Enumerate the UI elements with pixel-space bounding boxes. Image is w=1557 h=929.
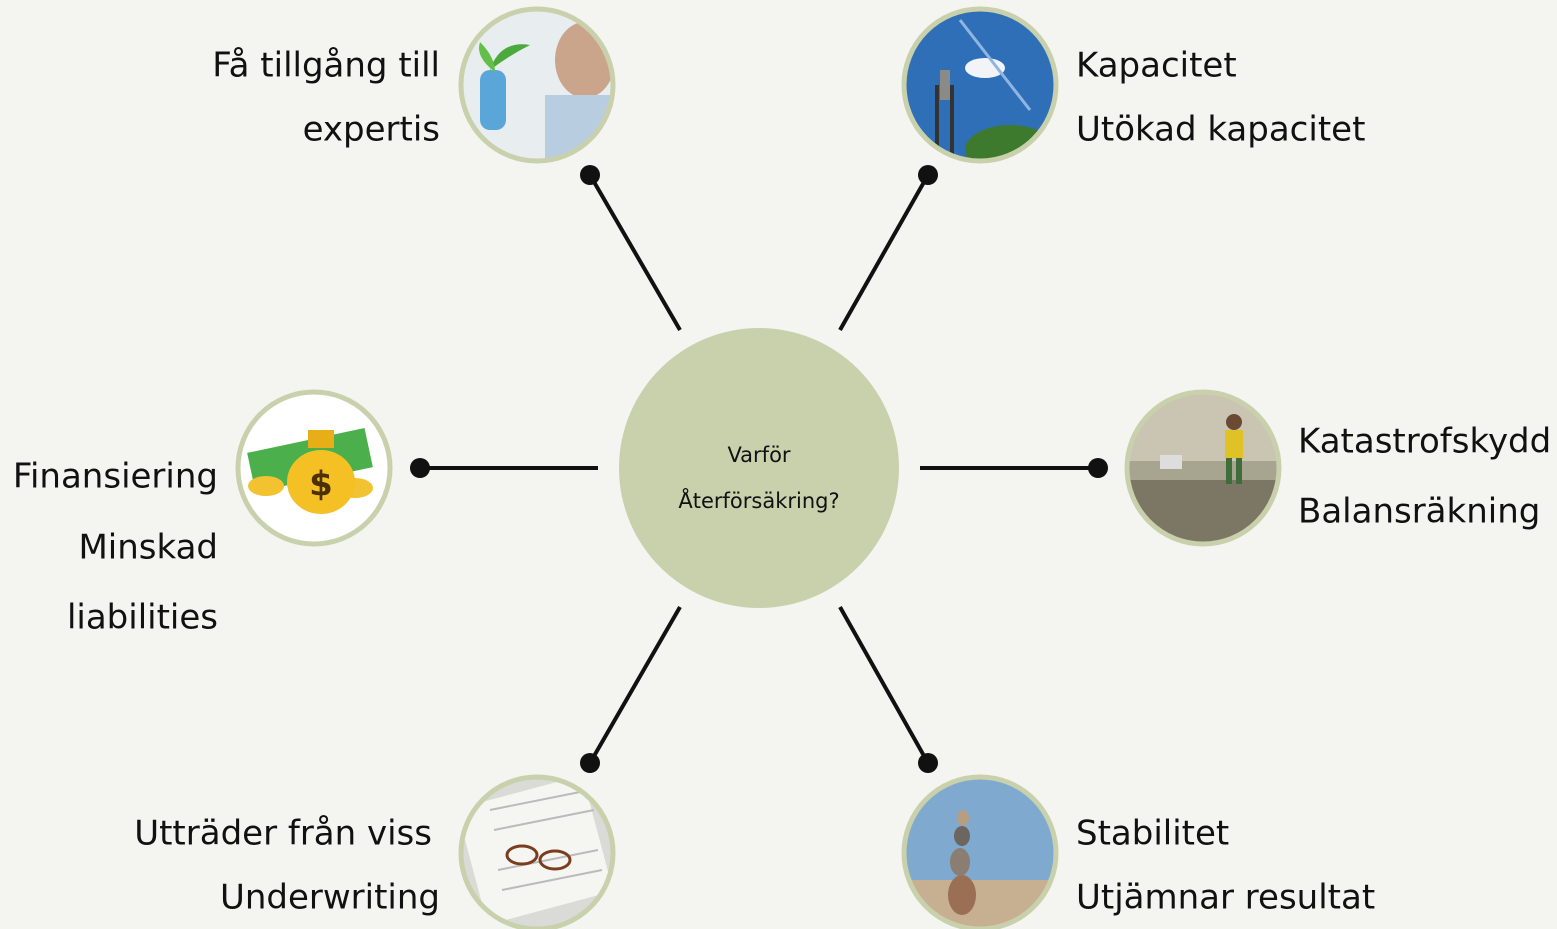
spoke-dot (918, 165, 938, 185)
node-label: Stabilitet (1076, 814, 1229, 854)
spoke-dot (918, 753, 938, 773)
spoke-dot (1088, 458, 1108, 478)
node-label: Kapacitet (1076, 46, 1237, 86)
node-label: Balansräkning (1298, 492, 1540, 532)
center-label: Återförsäkring? (678, 487, 839, 513)
node-label: expertis (303, 110, 440, 150)
node-label: Få tillgång till (212, 46, 440, 86)
diagram: Varför Återförsäkring? $ (0, 0, 1557, 929)
node-label: Katastrofskydd (1298, 422, 1551, 462)
node-label: Utökad kapacitet (1076, 110, 1365, 150)
node-label: Utjämnar resultat (1076, 878, 1375, 918)
spoke-dot (580, 753, 600, 773)
node-label: Minskad (78, 528, 218, 568)
center-circle (619, 328, 899, 608)
node-label: Finansiering (13, 457, 218, 497)
node-label: Utträder från viss (134, 814, 432, 854)
node-label: Underwriting (220, 878, 440, 918)
center-label: Varför (727, 443, 790, 467)
svg-text:$: $ (309, 465, 333, 505)
page: Varför Återförsäkring? $ (0, 0, 1557, 929)
node-label: liabilities (67, 598, 218, 638)
spoke-dot (580, 165, 600, 185)
spoke-dot (410, 458, 430, 478)
